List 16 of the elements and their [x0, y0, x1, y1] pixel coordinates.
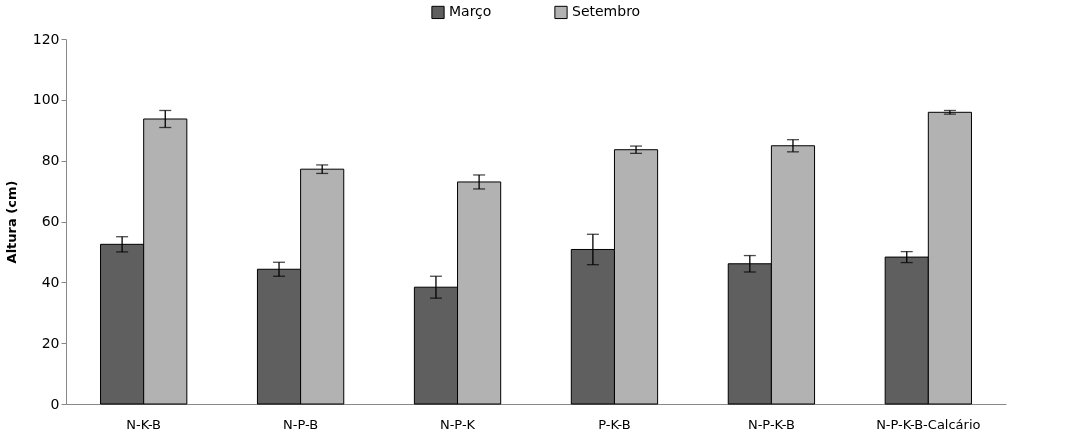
x-tick-label: N-P-K-B-Calcário — [876, 416, 981, 432]
x-tick-label: N-K-B — [126, 416, 162, 432]
legend-label: Setembro — [572, 3, 641, 20]
y-tick-label: 20 — [41, 334, 60, 351]
x-tick-label: N-P-K-B — [747, 416, 795, 432]
y-tick-label: 0 — [50, 395, 60, 412]
legend-label: Março — [449, 3, 492, 20]
y-tick-label: 60 — [41, 213, 60, 229]
y-tick-label: 100 — [32, 91, 60, 108]
x-tick-label: N-P-B — [283, 416, 319, 432]
y-tick-label: 120 — [32, 30, 60, 47]
y-tick-label: 40 — [41, 273, 60, 290]
x-tick-label: P-K-B — [598, 416, 631, 432]
y-tick-label: 80 — [41, 152, 60, 169]
x-tick-label: N-P-K — [439, 416, 476, 432]
y-axis-title: Altura (cm) — [3, 180, 19, 264]
